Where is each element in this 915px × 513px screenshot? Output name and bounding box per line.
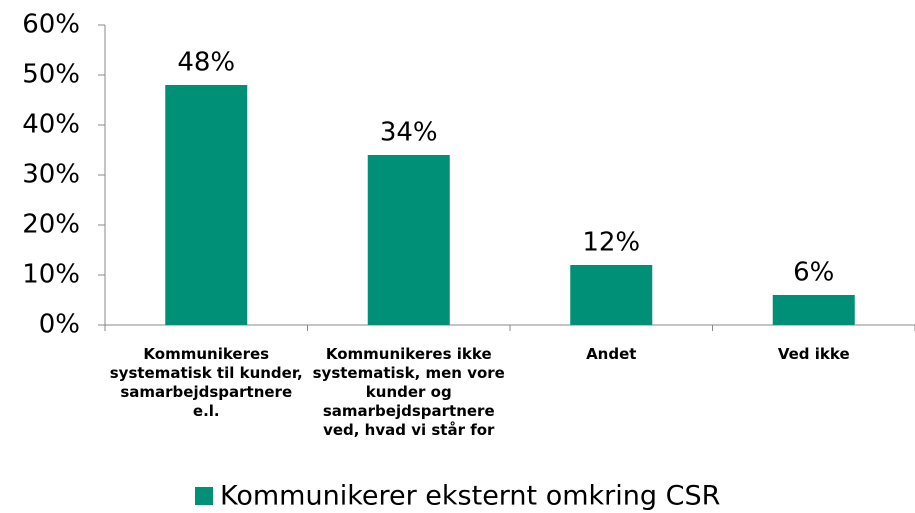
legend-label: Kommunikerer eksternt omkring CSR — [220, 481, 720, 512]
y-tick-label: 50% — [22, 60, 80, 90]
bar — [570, 265, 653, 325]
bar — [367, 155, 450, 325]
y-tick-label: 40% — [22, 110, 80, 140]
data-label: 34% — [380, 118, 438, 148]
bar — [165, 85, 248, 325]
data-label: 12% — [582, 228, 640, 258]
x-tick-label: Kommunikeres ikke systematisk, men vore … — [312, 345, 505, 439]
bar — [772, 295, 855, 325]
y-tick-label: 20% — [22, 210, 80, 240]
x-tick-label: Ved ikke — [777, 345, 850, 363]
x-tick-label: Andet — [586, 345, 637, 363]
y-tick-label: 0% — [39, 310, 80, 340]
legend-swatch — [195, 487, 213, 505]
y-tick-label: 30% — [22, 160, 80, 190]
data-label: 48% — [177, 48, 235, 78]
x-tick-label: Kommunikeres systematisk til kunder, sam… — [109, 345, 303, 420]
data-label: 6% — [793, 258, 834, 288]
y-tick-label: 60% — [22, 10, 80, 40]
y-tick-label: 10% — [22, 260, 80, 290]
